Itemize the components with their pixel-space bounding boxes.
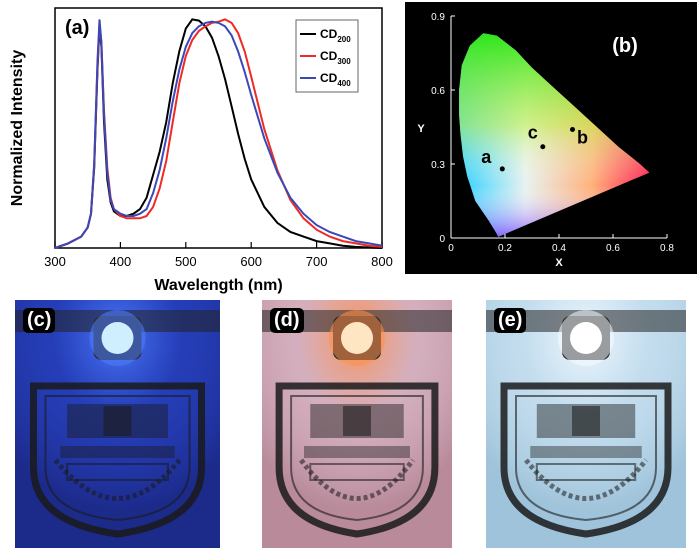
emblem-lettering-arc xyxy=(299,458,415,501)
emblem-book xyxy=(60,446,175,458)
led-chip xyxy=(101,322,134,354)
panel-label-a: (a) xyxy=(65,17,89,39)
y-tick-label: 0 xyxy=(439,234,445,245)
emblem-gate xyxy=(103,406,132,436)
y-tick-label: 0.6 xyxy=(431,86,445,97)
panel-label-b: (b) xyxy=(612,35,638,57)
x-tick-label: 0.8 xyxy=(660,243,674,254)
y-axis-label: Y xyxy=(417,123,425,135)
x-tick-label: 500 xyxy=(175,254,197,269)
led-photo-blue: (c) xyxy=(15,300,220,548)
x-tick-label: 0.4 xyxy=(552,243,566,254)
cie-panel: 0 0.2 0.4 0.6 0.8 0 0.3 0.6 0.9 X Y (b) a b c xyxy=(405,2,697,274)
x-tick-label: 0.2 xyxy=(498,243,512,254)
emblem-lettering-arc xyxy=(53,458,182,501)
led-photo-orange-image xyxy=(262,300,452,548)
emblem-book xyxy=(304,446,410,458)
photo-label-e: (e) xyxy=(494,308,527,333)
emblem-shield xyxy=(500,382,672,538)
y-axis-label: Normalized Intensity xyxy=(9,50,26,207)
x-tick-label: 700 xyxy=(306,254,328,269)
emblem-inner-border xyxy=(44,395,191,522)
x-tick-label: 300 xyxy=(44,254,66,269)
emblem-lettering-arc xyxy=(524,458,648,501)
led-photo-orange: (d) xyxy=(262,300,452,548)
cie-gamut-overlay xyxy=(459,33,650,237)
y-tick-label: 0.9 xyxy=(431,12,445,23)
photo-label-c: (c) xyxy=(23,308,56,333)
x-axis-label: Wavelength (nm) xyxy=(154,277,282,294)
cie-point-label: a xyxy=(481,147,492,167)
spectrum-chart: 300 400 500 600 700 800 Wavelength (nm) Normali… xyxy=(9,7,393,294)
y-tick-label: 0.3 xyxy=(431,160,445,171)
spectrum-panel: 300 400 500 600 700 800 Wavelength (nm) Normali… xyxy=(0,0,400,300)
cie-point-b xyxy=(570,126,575,132)
x-tick-label: 0 xyxy=(448,243,454,254)
x-tick-label: 400 xyxy=(110,254,132,269)
x-tick-label: 600 xyxy=(240,254,262,269)
legend-label: CD200 xyxy=(320,27,351,44)
emblem-shield xyxy=(29,382,206,538)
cie-point-label: b xyxy=(577,127,588,147)
emblem-gate xyxy=(343,406,371,436)
emblem-shield xyxy=(275,382,439,538)
emblem-inner-border xyxy=(515,395,657,522)
legend-label: CD300 xyxy=(320,49,351,66)
led-chip xyxy=(341,322,373,354)
photo-label-d: (d) xyxy=(270,308,304,333)
series-line-cd400 xyxy=(54,19,383,249)
led-photo-blue-image xyxy=(15,300,220,548)
led-photo-white-image xyxy=(486,300,686,548)
cie-chart: 0 0.2 0.4 0.6 0.8 0 0.3 0.6 0.9 X Y (b) a b c xyxy=(417,12,674,269)
cie-point-label: c xyxy=(528,123,538,143)
x-tick-label: 800 xyxy=(371,254,393,269)
x-axis-label: X xyxy=(555,257,563,269)
legend-label: CD400 xyxy=(320,71,351,88)
emblem-gate xyxy=(572,406,600,436)
panel-label-bg xyxy=(605,30,645,60)
cie-point-a xyxy=(499,166,505,172)
x-tick-label: 0.6 xyxy=(606,243,620,254)
led-photo-white: (e) xyxy=(486,300,686,548)
cie-point-c xyxy=(540,144,546,150)
led-chip xyxy=(570,322,602,354)
emblem-inner-border xyxy=(290,395,424,522)
emblem-book xyxy=(530,446,642,458)
